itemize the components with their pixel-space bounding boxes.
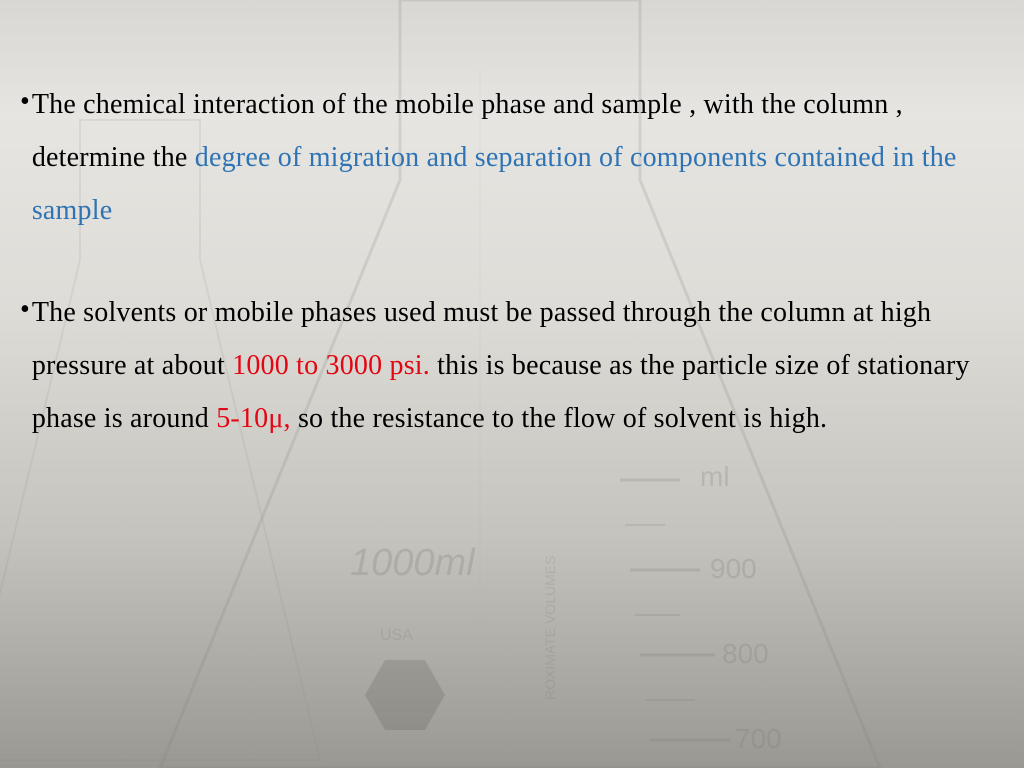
- grad-label-700: 700: [735, 723, 782, 754]
- grad-label-800: 800: [722, 638, 769, 669]
- bullet-1: • The chemical interaction of the mobile…: [20, 78, 1004, 238]
- bullet-dot-1: •: [20, 78, 30, 126]
- grad-label-ml: ml: [700, 461, 730, 492]
- b2-seg3-red: 5-10μ,: [216, 403, 291, 434]
- flask-approx-label: ROXIMATE VOLUMES: [542, 556, 558, 700]
- bullet-text-1: The chemical interaction of the mobile p…: [32, 78, 1004, 238]
- b2-seg4: so the resistance to the flow of solvent…: [291, 403, 827, 434]
- b2-seg1-red: 1000 to 3000 psi.: [232, 350, 430, 381]
- bullet-text-2: The solvents or mobile phases used must …: [32, 286, 1004, 446]
- flask-usa-label: USA: [380, 627, 413, 644]
- grad-label-900: 900: [710, 553, 757, 584]
- bullet-2: • The solvents or mobile phases used mus…: [20, 286, 1004, 446]
- slide-content: • The chemical interaction of the mobile…: [0, 0, 1024, 445]
- bullet-dot-2: •: [20, 286, 30, 334]
- hexagon-icon: [365, 660, 445, 730]
- flask-volume-label: 1000ml: [350, 542, 476, 584]
